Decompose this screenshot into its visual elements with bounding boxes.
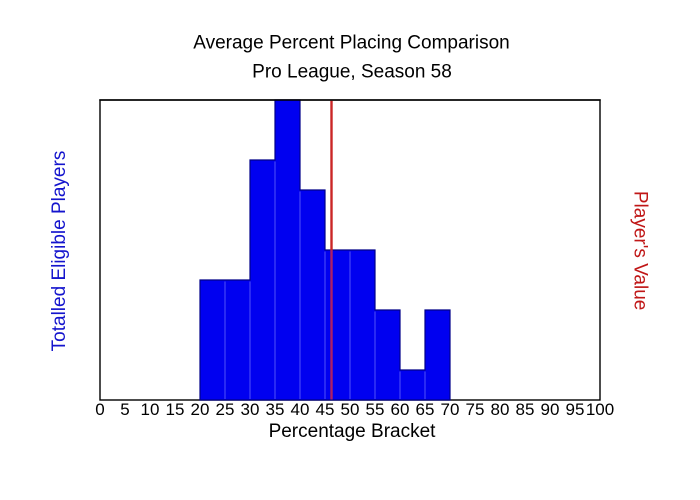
svg-text:40: 40: [291, 400, 310, 419]
svg-text:55: 55: [366, 400, 385, 419]
svg-text:Player's Value: Player's Value: [630, 191, 651, 310]
svg-text:90: 90: [541, 400, 560, 419]
svg-text:45: 45: [316, 400, 335, 419]
svg-text:95: 95: [566, 400, 585, 419]
svg-text:10: 10: [141, 400, 160, 419]
svg-text:5: 5: [120, 400, 129, 419]
svg-text:70: 70: [441, 400, 460, 419]
svg-text:15: 15: [166, 400, 185, 419]
svg-text:Percentage Bracket: Percentage Bracket: [269, 421, 437, 442]
svg-text:Totalled Eligible Players: Totalled Eligible Players: [49, 151, 70, 352]
svg-text:30: 30: [241, 400, 260, 419]
svg-text:0: 0: [95, 400, 104, 419]
svg-text:Average Percent Placing Compar: Average Percent Placing Comparison: [193, 33, 510, 54]
svg-text:20: 20: [191, 400, 210, 419]
svg-text:65: 65: [416, 400, 435, 419]
svg-text:100: 100: [586, 400, 614, 419]
svg-text:60: 60: [391, 400, 410, 419]
svg-text:85: 85: [516, 400, 535, 419]
svg-text:Pro League, Season 58: Pro League, Season 58: [252, 62, 452, 83]
svg-text:35: 35: [266, 400, 285, 419]
svg-text:80: 80: [491, 400, 510, 419]
svg-text:25: 25: [216, 400, 235, 419]
svg-text:50: 50: [341, 400, 360, 419]
svg-text:75: 75: [466, 400, 485, 419]
